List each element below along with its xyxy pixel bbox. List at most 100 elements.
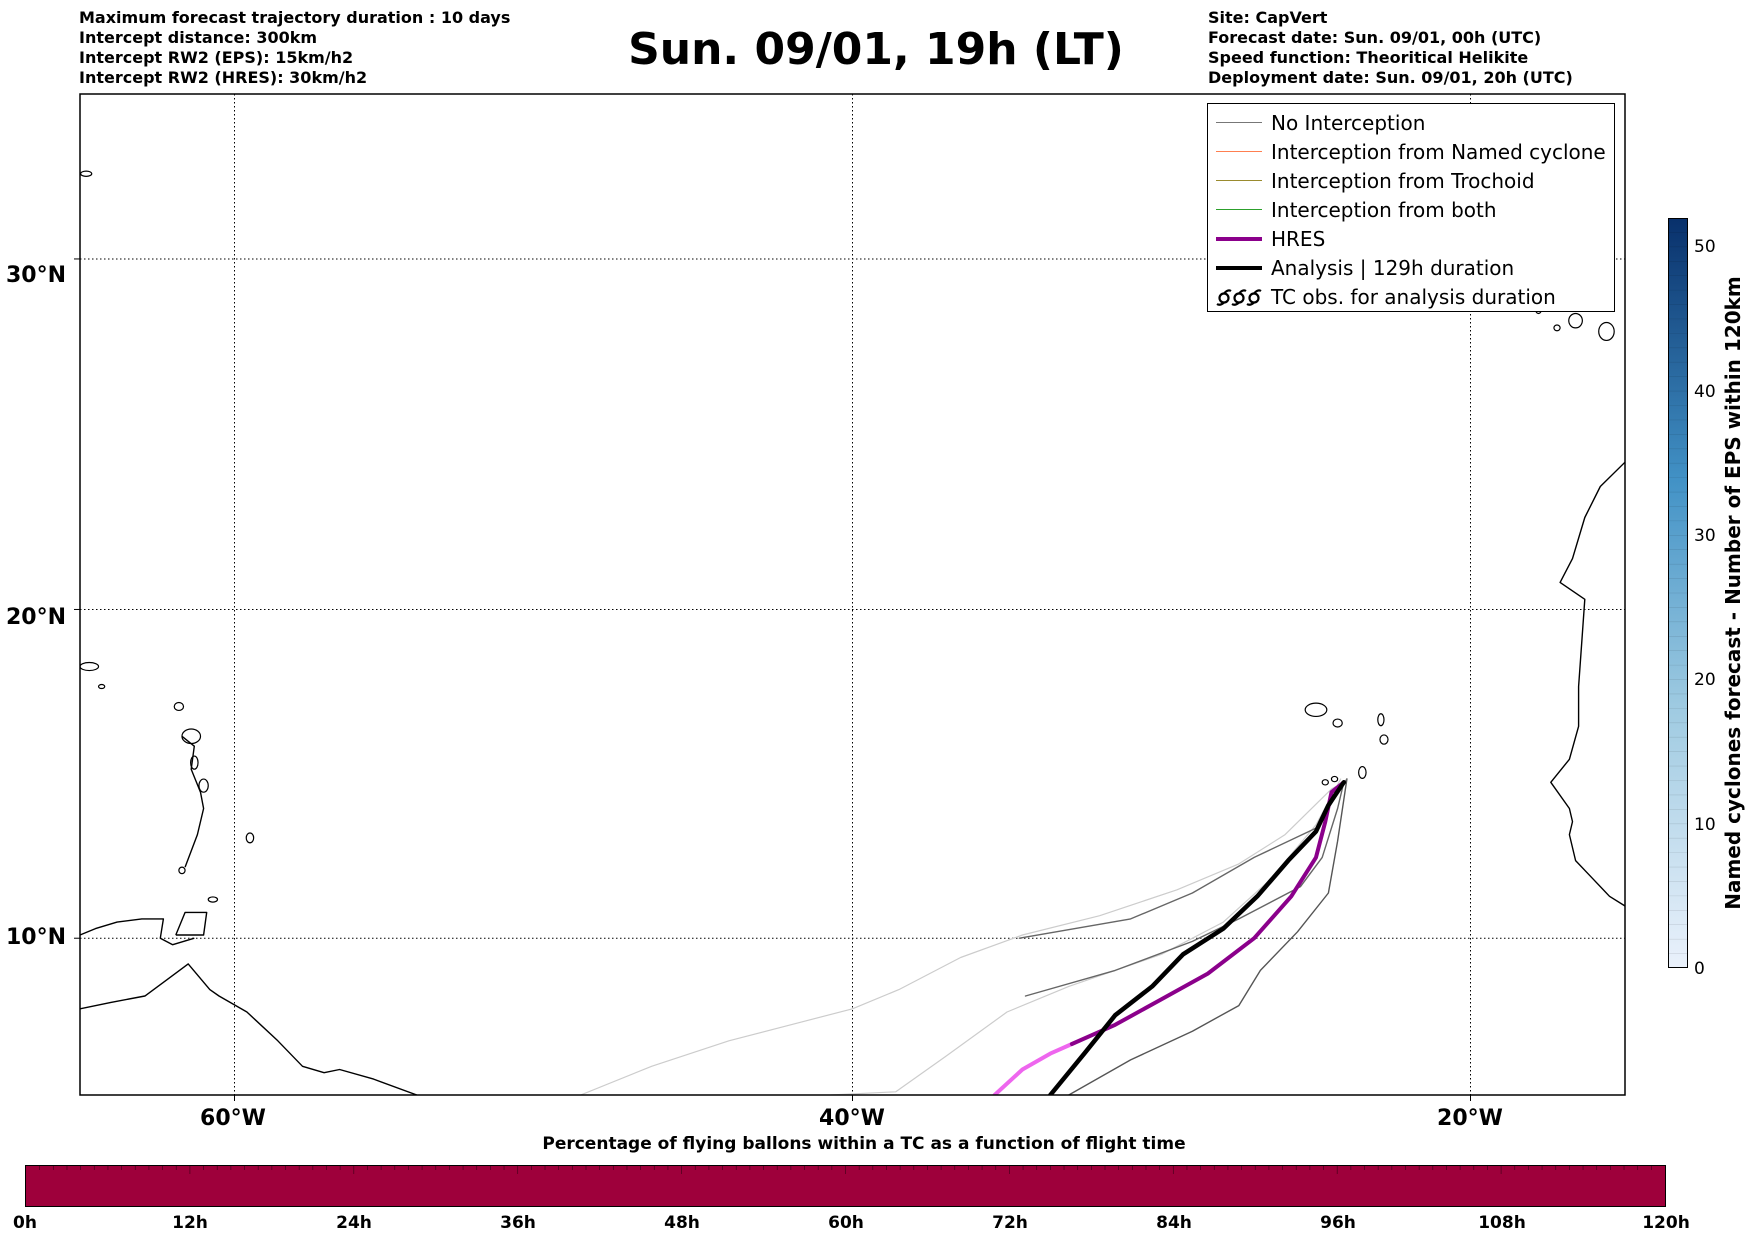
- lon-label-20w: 20°W: [1437, 1106, 1503, 1131]
- lat-ticks: [74, 258, 80, 939]
- coastlines: [80, 170, 1662, 1095]
- site-text: Site: CapVert: [1208, 8, 1328, 27]
- island-cape-verde-1: [1304, 702, 1328, 718]
- legend-swatch: [1216, 180, 1262, 181]
- legend-swatch: [1216, 122, 1262, 123]
- vbar-tick-20: 20: [1694, 670, 1716, 690]
- legend: No Interception Interception from Named …: [1207, 103, 1615, 312]
- island-canary-2: [1598, 321, 1615, 342]
- legend-item-both: Interception from both: [1208, 195, 1614, 224]
- trajectory-eps-3: [1068, 778, 1348, 1095]
- legend-item-trochoid: Interception from Trochoid: [1208, 166, 1614, 195]
- legend-label: Analysis | 129h duration: [1271, 256, 1515, 280]
- max-duration-text: Maximum forecast trajectory duration : 1…: [79, 8, 511, 27]
- header-right: Site: CapVert Forecast date: Sun. 09/01,…: [1208, 8, 1573, 88]
- island-virgin-islands: [97, 683, 106, 690]
- island-guadeloupe: [181, 728, 202, 745]
- trajectory-eps-4: [1018, 778, 1348, 939]
- hbar-tick-120h: 120h: [1642, 1213, 1690, 1233]
- vbar-tick-0: 0: [1694, 959, 1705, 979]
- trajectory-eps_faint-1: [830, 778, 1342, 1095]
- legend-swatch: [1216, 237, 1262, 241]
- vertical-colorbar: [1668, 218, 1688, 968]
- trajectory-eps_faint-0: [579, 781, 1345, 1095]
- trajectory-eps-2: [1024, 781, 1345, 997]
- coastline-venezuela-north: [80, 918, 195, 946]
- lat-label-30n: 30°N: [5, 263, 66, 288]
- coastline-trinidad: [175, 911, 208, 936]
- island-bermuda: [80, 170, 93, 177]
- island-antigua: [173, 701, 185, 712]
- hbar-tick-72h: 72h: [992, 1213, 1028, 1233]
- island-cape-verde-6: [1330, 775, 1339, 783]
- island-tobago: [207, 896, 219, 903]
- hbar-tick-96h: 96h: [1320, 1213, 1356, 1233]
- island-martinique: [198, 778, 209, 793]
- hbar-tick-24h: 24h: [336, 1213, 372, 1233]
- deployment-date-text: Deployment date: Sun. 09/01, 20h (UTC): [1208, 68, 1573, 87]
- lat-label-10n: 10°N: [5, 925, 66, 950]
- tc-symbol-icon: [1216, 289, 1262, 306]
- trajectory-analysis-7: [1048, 780, 1347, 1095]
- intercept-eps-text: Intercept RW2 (EPS): 15km/h2: [79, 48, 354, 67]
- horizontal-colorbar-title: Percentage of flying ballons within a TC…: [542, 1134, 1186, 1154]
- hbar-tick-36h: 36h: [500, 1213, 536, 1233]
- island-canary-5: [1553, 324, 1561, 332]
- hbar-tick-84h: 84h: [1156, 1213, 1192, 1233]
- hbar-tick-48h: 48h: [664, 1213, 700, 1233]
- island-canary-3: [1637, 310, 1662, 324]
- header-left: Maximum forecast trajectory duration : 1…: [79, 8, 510, 88]
- vertical-colorbar-label: Named cyclones forecast - Number of EPS …: [1721, 276, 1745, 910]
- trajectory-hres_early-5: [992, 1042, 1074, 1095]
- hbar-tick-0h: 0h: [13, 1213, 37, 1233]
- gridlines: [80, 94, 1625, 1095]
- trajectories: [579, 778, 1348, 1095]
- hbar-tick-60h: 60h: [828, 1213, 864, 1233]
- page-title: Sun. 09/01, 19h (LT): [628, 24, 1124, 75]
- trajectory-hres-6: [1069, 780, 1346, 1046]
- legend-label: HRES: [1271, 227, 1326, 251]
- speed-function-text: Speed function: Theoritical Helikite: [1208, 48, 1529, 67]
- island-cape-verde-2: [1332, 718, 1343, 728]
- island-cape-verde-5: [1358, 765, 1367, 779]
- legend-label: No Interception: [1271, 111, 1426, 135]
- intercept-distance-text: Intercept distance: 300km: [79, 28, 318, 47]
- vbar-tick-10: 10: [1694, 815, 1716, 835]
- lon-ticks: [234, 1095, 1471, 1101]
- legend-item-hres: HRES: [1208, 224, 1614, 253]
- island-barbados: [245, 832, 255, 844]
- lat-label-20n: 20°N: [5, 605, 66, 630]
- legend-label: TC obs. for analysis duration: [1271, 285, 1556, 309]
- island-puerto-rico-edge: [80, 661, 100, 672]
- island-canary-1: [1568, 312, 1583, 329]
- coastline-south-america: [80, 963, 418, 1095]
- legend-label: Interception from both: [1271, 198, 1497, 222]
- island-cape-verde-4: [1379, 734, 1389, 745]
- lon-label-60w: 60°W: [200, 1106, 266, 1131]
- horizontal-colorbar: [25, 1165, 1666, 1207]
- vbar-tick-30: 30: [1694, 526, 1716, 546]
- legend-item-no-interception: No Interception: [1208, 108, 1614, 137]
- legend-item-named-cyclone: Interception from Named cyclone: [1208, 137, 1614, 166]
- island-dominica: [190, 755, 199, 770]
- hbar-tick-108h: 108h: [1478, 1213, 1526, 1233]
- lon-label-40w: 40°W: [819, 1106, 885, 1131]
- forecast-date-text: Forecast date: Sun. 09/01, 00h (UTC): [1208, 28, 1542, 47]
- island-grenada: [178, 866, 186, 875]
- island-cape-verde-3: [1377, 713, 1385, 727]
- island-cape-verde-7: [1321, 779, 1329, 786]
- intercept-hres-text: Intercept RW2 (HRES): 30km/h2: [79, 68, 368, 87]
- vbar-tick-40: 40: [1694, 382, 1716, 402]
- coastline-west-africa: [1550, 461, 1625, 907]
- legend-label: Interception from Named cyclone: [1271, 140, 1606, 164]
- legend-swatch: [1216, 209, 1262, 210]
- hbar-tick-12h: 12h: [172, 1213, 208, 1233]
- vbar-tick-50: 50: [1694, 237, 1716, 257]
- horizontal-colorbar-segments: [39, 1166, 1652, 1174]
- legend-swatch: [1216, 151, 1262, 152]
- legend-swatch: [1216, 266, 1262, 270]
- legend-label: Interception from Trochoid: [1271, 169, 1535, 193]
- legend-item-tc-obs: TC obs. for analysis duration: [1208, 282, 1614, 311]
- legend-item-analysis: Analysis | 129h duration: [1208, 253, 1614, 282]
